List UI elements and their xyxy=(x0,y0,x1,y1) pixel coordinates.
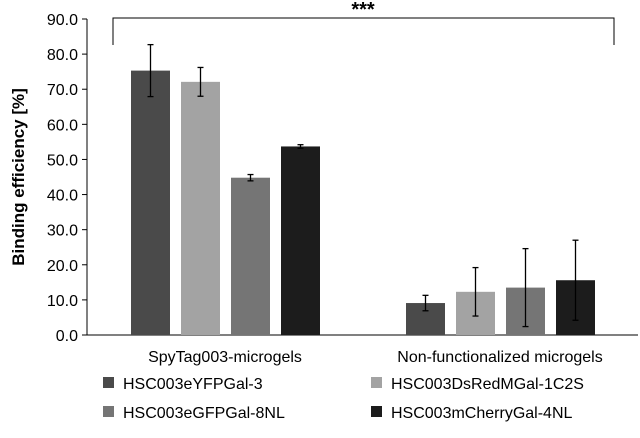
legend-label: HSC003eGFPGal-8NL xyxy=(123,405,285,422)
y-tick-label: 0.0 xyxy=(56,328,78,345)
legend-swatch xyxy=(371,377,382,388)
error-bar xyxy=(522,247,529,328)
legend-swatch xyxy=(371,406,382,417)
significance-bracket: *** xyxy=(112,0,615,45)
y-tick-label: 40.0 xyxy=(47,188,78,205)
error-bar xyxy=(572,239,579,321)
y-tick-label: 20.0 xyxy=(47,258,78,275)
error-bar xyxy=(422,294,429,312)
legend-item: HSC003DsRedMGal-1C2S xyxy=(371,376,584,393)
category-label: SpyTag003-microgels xyxy=(148,349,302,366)
x-axis-categories: SpyTag003-microgels Non-functionalized m… xyxy=(148,349,603,366)
y-tick-label: 80.0 xyxy=(47,47,78,64)
y-tick-label: 90.0 xyxy=(47,12,78,29)
error-bar xyxy=(247,173,254,182)
y-axis-label: Binding efficiency [%] xyxy=(9,88,28,266)
bar xyxy=(281,146,320,335)
bar xyxy=(231,177,270,335)
y-axis: 0.0 10.0 20.0 30.0 40.0 50.0 60.0 70.0 80.0 90.0 xyxy=(47,12,638,345)
error-bar xyxy=(197,66,204,97)
y-tick-label: 30.0 xyxy=(47,223,78,240)
y-tick-label: 50.0 xyxy=(47,152,78,169)
error-bar xyxy=(472,266,479,317)
error-bar xyxy=(147,43,154,98)
bars xyxy=(131,43,595,335)
y-tick-label: 60.0 xyxy=(47,117,78,134)
significance-annotation: *** xyxy=(351,0,375,21)
y-tick-label: 10.0 xyxy=(47,293,78,310)
legend-label: HSC003eYFPGal-3 xyxy=(123,376,263,393)
legend-item: HSC003eGFPGal-8NL xyxy=(103,405,285,422)
bar xyxy=(131,70,170,335)
legend-swatch xyxy=(103,377,114,388)
error-bar xyxy=(297,144,304,149)
legend: HSC003eYFPGal-3 HSC003DsRedMGal-1C2S HSC00… xyxy=(103,376,584,422)
category-label: Non-functionalized microgels xyxy=(397,349,602,366)
legend-label: HSC003DsRedMGal-1C2S xyxy=(391,376,584,393)
legend-item: HSC003eYFPGal-3 xyxy=(103,376,263,393)
legend-swatch xyxy=(103,406,114,417)
y-tick-label: 70.0 xyxy=(47,82,78,99)
bar xyxy=(181,81,220,335)
legend-label: HSC003mCherryGal-4NL xyxy=(391,405,572,422)
legend-item: HSC003mCherryGal-4NL xyxy=(371,405,572,422)
